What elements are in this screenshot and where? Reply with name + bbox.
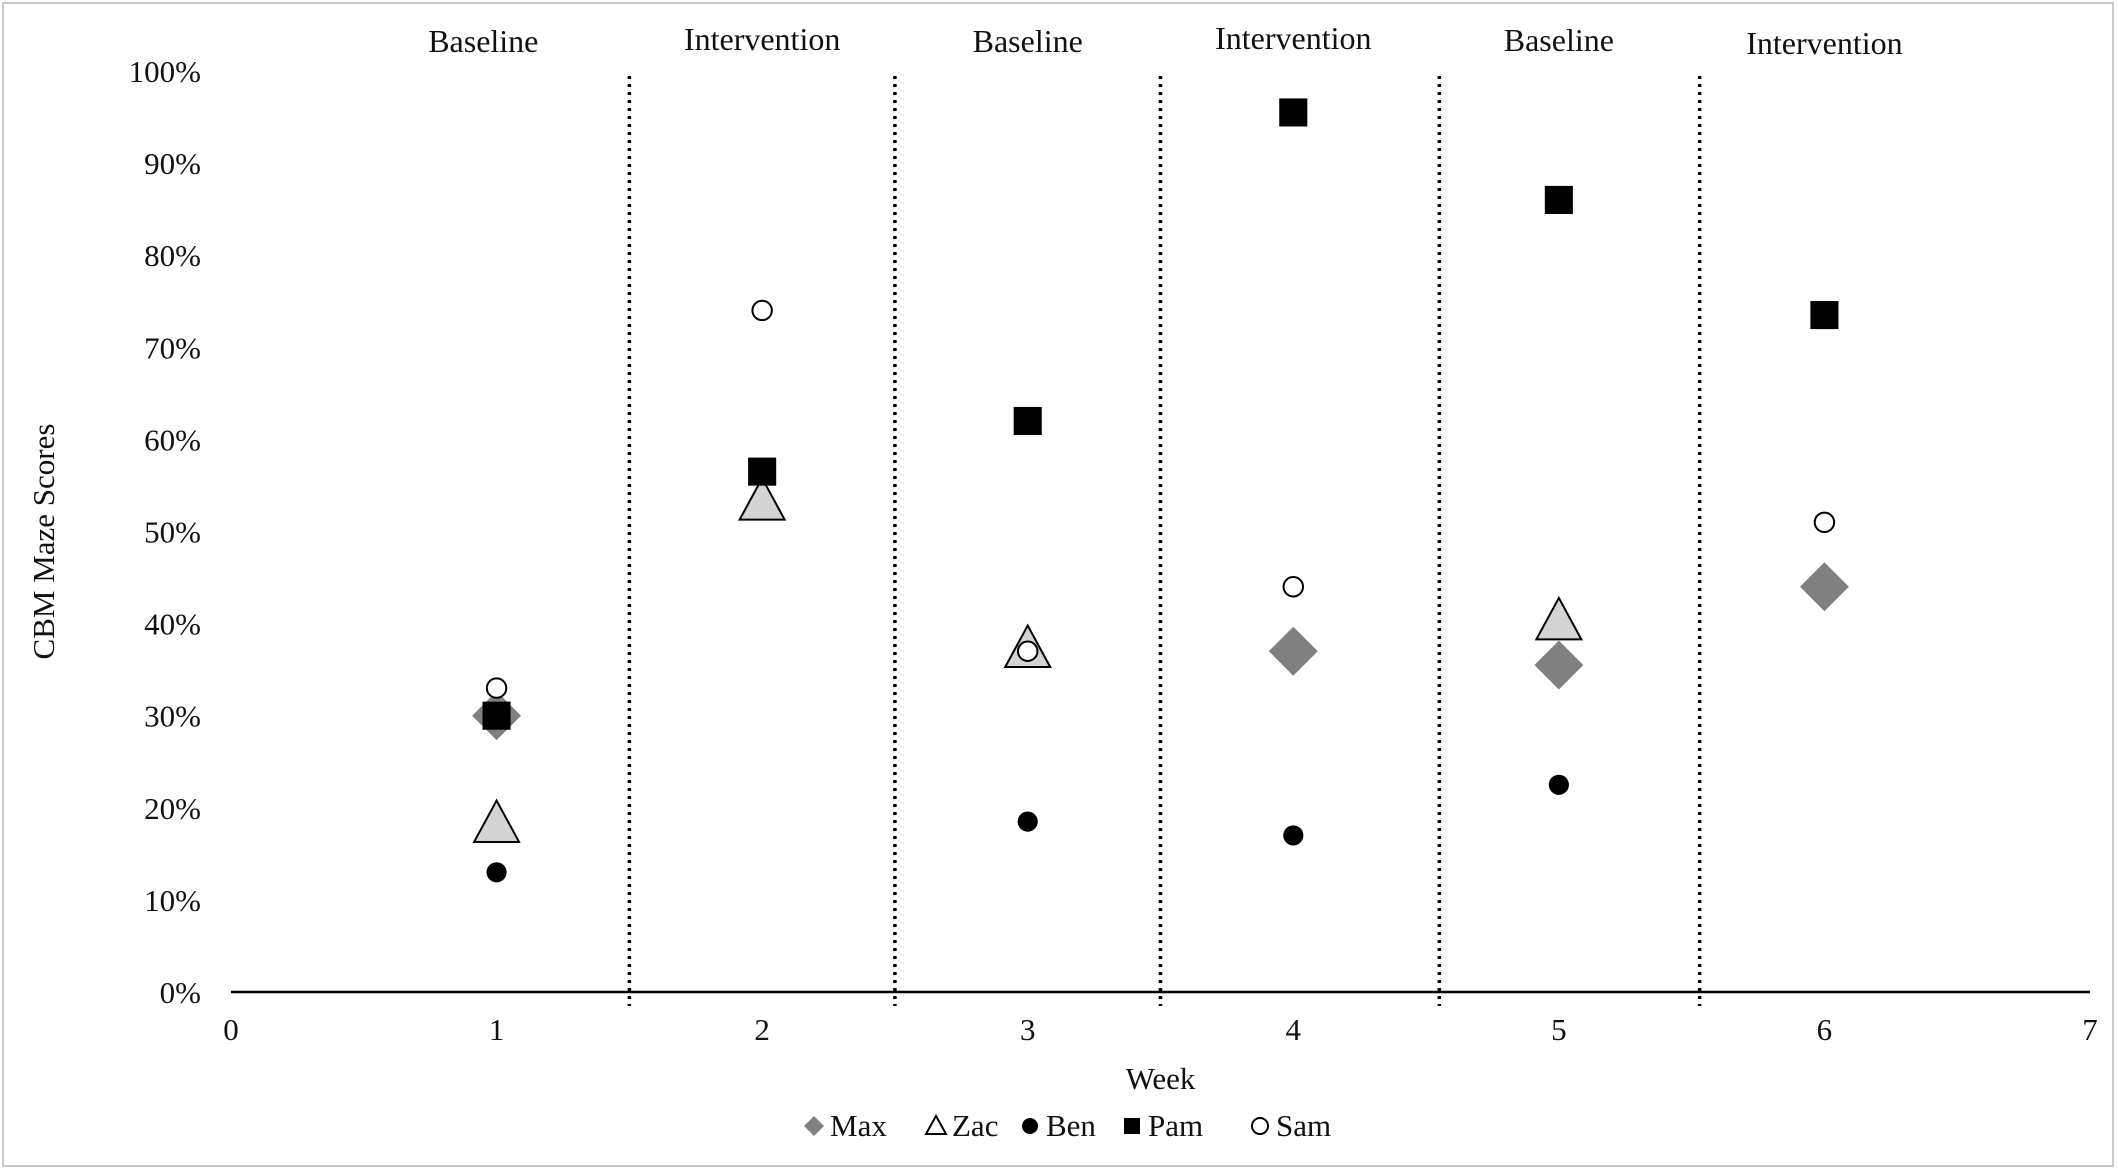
x-tick-label: 4 <box>1286 1012 1302 1047</box>
legend-marker-max <box>804 1116 824 1136</box>
sam-data-point <box>1282 576 1305 598</box>
phase-label: Baseline <box>428 23 538 59</box>
ben-data-point <box>1283 825 1304 846</box>
pam-data-point <box>1544 185 1573 214</box>
phase-label: Intervention <box>684 21 840 57</box>
pam-data-point <box>482 701 511 730</box>
max-data-point <box>1799 562 1849 612</box>
y-tick-label: 70% <box>144 330 201 365</box>
x-tick-label: 5 <box>1551 1012 1567 1047</box>
x-tick-label: 7 <box>2082 1012 2098 1047</box>
legend-marker-pam <box>1124 1118 1140 1134</box>
legend-label-zac: Zac <box>952 1108 998 1143</box>
zac-data-point <box>472 798 521 843</box>
sam-data-point <box>1813 511 1836 534</box>
sam-data-point <box>1016 640 1039 662</box>
y-tick-label: 60% <box>144 422 201 457</box>
sam-data-point <box>485 677 508 699</box>
phase-label: Intervention <box>1215 20 1371 56</box>
phase-lines-layer: Baseline Intervention Baseline Intervention… <box>428 20 1903 1006</box>
legend-marker-sam <box>1251 1117 1269 1135</box>
x-tick-label: 0 <box>223 1012 239 1047</box>
ben-data-point <box>1548 774 1569 795</box>
legend-item-max: Max <box>804 1108 887 1143</box>
phase-label: Baseline <box>973 23 1083 59</box>
scatter-chart: 0% 10% 20% 30% 40% 50% 60% 70% 80% 90% 100% 0 1 2 3 4 5 6… <box>26 20 2098 1143</box>
x-tick-label: 2 <box>754 1012 770 1047</box>
y-axis-title: CBM Maze Scores <box>26 424 61 660</box>
y-tick-label: 30% <box>144 699 201 734</box>
legend-item-ben: Ben <box>1022 1108 1096 1143</box>
pam-data-point <box>1810 301 1839 330</box>
ben-data-point <box>486 862 507 883</box>
y-tick-label: 90% <box>144 146 201 181</box>
y-tick-label: 40% <box>144 607 201 642</box>
zac-data-point <box>737 476 787 521</box>
x-tick-label: 1 <box>489 1012 505 1047</box>
y-tick-label: 80% <box>144 238 201 273</box>
legend-item-pam: Pam <box>1124 1108 1203 1143</box>
y-tick-label: 20% <box>144 791 201 826</box>
y-tick-label: 50% <box>144 515 201 550</box>
pam-data-point <box>1279 98 1308 127</box>
legend-item-zac: Zac <box>924 1108 998 1143</box>
ben-data-point <box>1017 811 1038 832</box>
max-data-point <box>1268 626 1318 676</box>
legend-label-max: Max <box>830 1108 887 1143</box>
x-axis-title: Week <box>1126 1061 1196 1096</box>
y-tick-label: 0% <box>160 975 201 1010</box>
x-tick-label: 3 <box>1020 1012 1036 1047</box>
y-tick-label: 100% <box>129 54 201 89</box>
axes-layer: 0% 10% 20% 30% 40% 50% 60% 70% 80% 90% 100% 0 1 2 3 4 5 6… <box>26 54 2098 1096</box>
zac-data-point <box>1534 595 1584 641</box>
phase-label: Baseline <box>1504 22 1614 58</box>
sam-data-point <box>751 299 773 322</box>
y-tick-label: 10% <box>144 883 201 918</box>
pam-data-point <box>748 457 777 486</box>
legend-marker-zac <box>924 1113 948 1135</box>
data-points-layer <box>472 98 1849 883</box>
max-data-point <box>1534 640 1584 690</box>
pam-data-point <box>1013 406 1042 436</box>
x-tick-label: 6 <box>1817 1012 1833 1047</box>
legend-item-sam: Sam <box>1251 1108 1331 1143</box>
phase-label: Intervention <box>1746 25 1902 61</box>
legend-label-ben: Ben <box>1046 1108 1096 1143</box>
legend-label-sam: Sam <box>1276 1108 1331 1143</box>
legend: Max Zac Ben Pam Sam <box>804 1108 1331 1143</box>
legend-label-pam: Pam <box>1148 1108 1203 1143</box>
legend-marker-ben <box>1022 1118 1038 1134</box>
